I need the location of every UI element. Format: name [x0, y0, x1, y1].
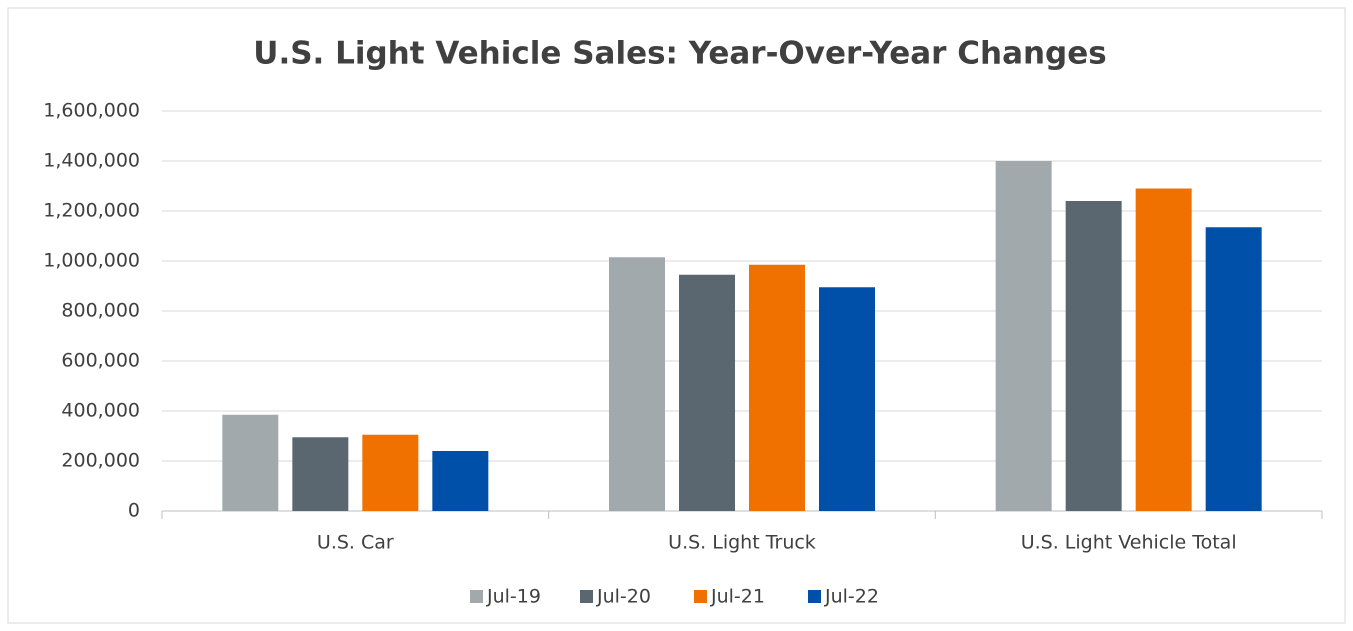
y-tick-label: 1,000,000	[43, 250, 140, 272]
y-tick-label: 1,600,000	[43, 100, 140, 122]
y-tick-label: 0	[128, 500, 140, 522]
bar	[362, 434, 419, 511]
bar	[432, 451, 489, 511]
y-tick-label: 1,400,000	[43, 150, 140, 172]
bar	[679, 274, 735, 511]
bar	[1135, 188, 1192, 511]
bar	[995, 161, 1052, 511]
legend-swatch	[694, 590, 707, 603]
legend-label: Jul-20	[596, 586, 651, 608]
bar	[1065, 201, 1122, 511]
bar	[749, 264, 805, 511]
chart-title: U.S. Light Vehicle Sales: Year-Over-Year…	[253, 36, 1106, 72]
bar	[609, 257, 665, 511]
x-tick-label: U.S. Light Truck	[668, 532, 816, 554]
legend-label: Jul-19	[486, 586, 541, 608]
bar	[819, 287, 875, 511]
legend-swatch	[808, 590, 821, 603]
y-tick-label: 1,200,000	[43, 200, 140, 222]
y-tick-label: 600,000	[61, 350, 140, 372]
bar	[222, 414, 279, 511]
y-tick-label: 200,000	[61, 450, 140, 472]
legend-label: Jul-21	[710, 586, 765, 608]
y-tick-label: 400,000	[61, 400, 140, 422]
x-tick-label: U.S. Car	[317, 532, 394, 554]
x-tick-label: U.S. Light Vehicle Total	[1021, 532, 1237, 554]
legend-swatch	[580, 590, 593, 603]
bar	[1205, 227, 1262, 511]
bar	[292, 437, 349, 511]
legend-label: Jul-22	[824, 586, 879, 608]
y-tick-label: 800,000	[61, 300, 140, 322]
legend-swatch	[470, 590, 483, 603]
